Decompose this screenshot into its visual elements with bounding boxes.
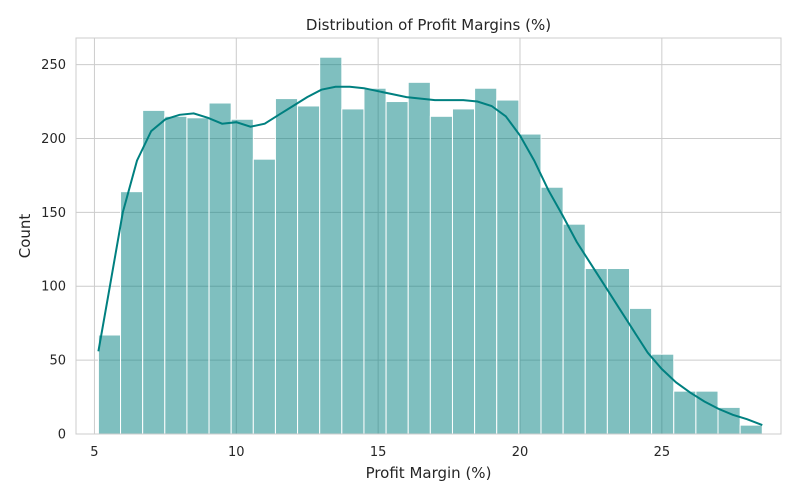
histogram-bar [297, 105, 321, 435]
histogram-bar [451, 108, 476, 435]
histogram-bar [164, 115, 188, 435]
chart-title: Distribution of Profit Margins (%) [306, 16, 551, 34]
histogram-bar [429, 115, 453, 435]
histogram-bar [97, 334, 122, 435]
plot-frame [75, 37, 782, 435]
histogram-bar [274, 98, 299, 435]
y-tick-labels: 0 50 100 150 200 250 [41, 58, 66, 442]
histogram-bar [120, 191, 144, 435]
y-tick-label: 50 [49, 354, 66, 369]
histogram-bar [186, 117, 210, 435]
histogram-bar [142, 109, 166, 435]
y-tick-label: 150 [41, 206, 66, 221]
y-tick-label: 200 [41, 132, 66, 147]
histogram-bar [739, 424, 763, 435]
histogram-bar [363, 87, 387, 435]
x-tick-labels: 5 10 15 20 25 [90, 445, 670, 460]
kde-curve [97, 85, 763, 427]
x-tick-label: 15 [370, 445, 387, 460]
histogram-bar [385, 101, 409, 435]
histogram-bar [341, 108, 365, 435]
histogram-bar [673, 390, 697, 435]
histogram-bar [252, 158, 276, 435]
x-tick-label: 5 [90, 445, 98, 460]
histogram-bar [474, 87, 498, 435]
x-tick-label: 10 [228, 445, 245, 460]
x-axis-label: Profit Margin (%) [366, 464, 492, 482]
y-tick-label: 0 [58, 428, 66, 443]
histogram-bar [496, 99, 520, 435]
histogram-bar [562, 223, 586, 435]
histogram-bar [230, 118, 254, 435]
histogram-bar [651, 353, 675, 435]
histogram-bar [319, 56, 343, 435]
y-tick-label: 250 [41, 58, 66, 73]
histogram-bar [407, 81, 431, 435]
histogram-bar [540, 186, 564, 435]
x-tick-label: 25 [654, 445, 671, 460]
y-axis-label: Count [16, 214, 34, 259]
histogram-bar [584, 268, 608, 435]
histogram-bar [208, 102, 232, 435]
x-tick-label: 20 [512, 445, 529, 460]
y-tick-label: 100 [41, 280, 66, 295]
histogram-bar [629, 307, 653, 435]
histogram-bar [518, 133, 542, 435]
histogram-bar [717, 406, 741, 435]
